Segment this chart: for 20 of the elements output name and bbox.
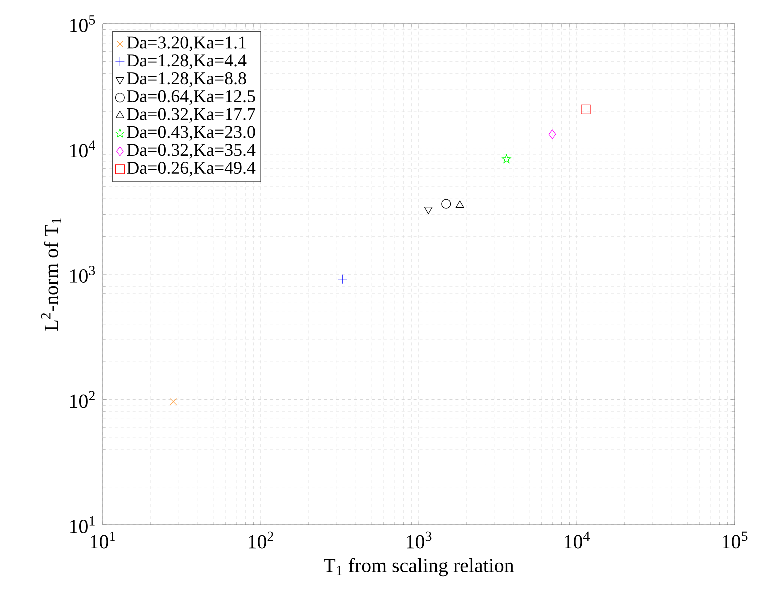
y-tick-label: 10$^{2}$ [70,391,95,408]
y-tick-label: 10$^{1}$ [70,516,95,534]
y-axis-title: L$^{2}$-norm of T$_{1}$ [41,218,62,332]
y-tick-label: 10$^{4}$ [70,140,96,158]
legend-label: Da=0.32,Ka=17.7 [127,108,256,123]
legend-label: Da=0.32,Ka=35.4 [127,144,256,159]
x-axis-title: T$_{1}$ from scaling relation [324,558,514,577]
x-tick-label: 10$^{5}$ [723,532,748,549]
y-tick-label: 10$^{5}$ [70,16,96,32]
x-tick-label: 10$^{4}$ [565,532,590,549]
legend-label: Da=0.64,Ka=12.5 [127,90,256,106]
x-tick-label: 10$^{2}$ [249,532,274,549]
legend-label: Da=1.28,Ka=4.4 [127,54,247,70]
legend-label: Da=3.20,Ka=1.1 [127,36,246,52]
legend-label: Da=1.28,Ka=8.8 [127,72,246,88]
legend-label: Da=0.43,Ka=23.0 [127,126,256,141]
y-tick-label: 10$^{3}$ [70,266,96,283]
legend-label: Da=0.26,Ka=49.4 [127,162,256,177]
x-tick-label: 10$^{3}$ [407,532,432,549]
x-tick-label: 10$^{1}$ [91,532,116,549]
